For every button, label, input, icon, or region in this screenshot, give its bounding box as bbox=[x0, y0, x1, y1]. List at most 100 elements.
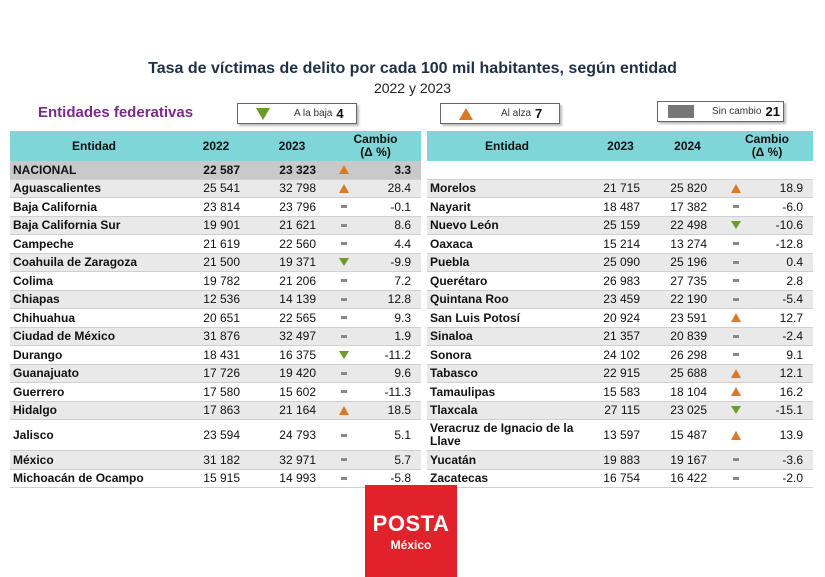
table-row: Sinaloa 21 357 20 839 -2.4 bbox=[427, 327, 814, 346]
header-change: Cambio (Δ %) bbox=[721, 131, 814, 161]
trend-cell bbox=[721, 327, 751, 346]
entity-cell: Durango bbox=[10, 345, 178, 365]
trend-cell bbox=[330, 197, 358, 217]
down-triangle-icon bbox=[339, 350, 349, 359]
change-cell: 1.9 bbox=[358, 327, 422, 346]
trend-cell bbox=[330, 290, 358, 309]
year-2-cell: 19 167 bbox=[654, 450, 721, 470]
entity-cell: Morelos bbox=[427, 179, 587, 198]
year-1-cell: 20 924 bbox=[587, 308, 654, 328]
table-row: México 31 182 32 971 5.7 bbox=[10, 450, 422, 470]
down-triangle-icon bbox=[339, 258, 349, 267]
legend-down-count: 4 bbox=[336, 106, 344, 121]
no-change-bar-icon bbox=[668, 105, 694, 118]
table-row: Coahuila de Zaragoza 21 500 19 371 -9.9 bbox=[10, 253, 422, 272]
change-cell: -3.6 bbox=[751, 450, 814, 470]
no-change-dash-icon bbox=[341, 297, 347, 301]
entity-cell: Ciudad de México bbox=[10, 327, 178, 346]
year-1-cell: 17 580 bbox=[178, 382, 254, 402]
change-cell: 5.7 bbox=[358, 450, 422, 470]
table-row: Chiapas 12 536 14 139 12.8 bbox=[10, 290, 422, 309]
entity-cell: Sonora bbox=[427, 345, 587, 365]
year-2-cell: 24 793 bbox=[254, 419, 330, 451]
change-cell: -0.1 bbox=[358, 197, 422, 217]
left-table: Entidad 2022 2023 Cambio (Δ %) NACIONAL 2… bbox=[10, 131, 422, 488]
chart-subtitle: 2022 y 2023 bbox=[373, 80, 452, 96]
table-row: Campeche 21 619 22 560 4.4 bbox=[10, 234, 422, 254]
header-year-2: 2024 bbox=[654, 131, 721, 161]
change-cell: -11.2 bbox=[358, 345, 422, 365]
table-row: San Luis Potosí 20 924 23 591 12.7 bbox=[427, 308, 814, 328]
year-2-cell: 16 422 bbox=[654, 469, 721, 488]
change-cell: 18.9 bbox=[751, 179, 814, 198]
legend-up: Al alza 7 bbox=[440, 103, 560, 124]
no-change-dash-icon bbox=[341, 279, 347, 283]
trend-cell bbox=[721, 308, 751, 328]
year-1-cell: 25 090 bbox=[587, 253, 654, 272]
table-row: Jalisco 23 594 24 793 5.1 bbox=[10, 419, 422, 451]
up-triangle-icon bbox=[731, 183, 741, 193]
year-1-cell: 26 983 bbox=[587, 271, 654, 291]
year-1-cell: 25 541 bbox=[178, 179, 254, 198]
trend-cell bbox=[721, 345, 751, 365]
entity-cell: Tamaulipas bbox=[427, 382, 587, 402]
entity-cell: NACIONAL bbox=[10, 161, 178, 180]
no-change-dash-icon bbox=[733, 260, 739, 264]
year-1-cell: 17 863 bbox=[178, 401, 254, 420]
entity-cell: Tabasco bbox=[427, 364, 587, 383]
year-1-cell: 31 182 bbox=[178, 450, 254, 470]
year-2-cell: 19 371 bbox=[254, 253, 330, 272]
entity-cell: Querétaro bbox=[427, 271, 587, 291]
table-row: Tlaxcala 27 115 23 025 -15.1 bbox=[427, 401, 814, 420]
legend-down-label: A la baja bbox=[294, 108, 333, 119]
blank-cell bbox=[587, 161, 654, 180]
trend-cell bbox=[330, 401, 358, 420]
change-cell: 0.4 bbox=[751, 253, 814, 272]
up-triangle-icon bbox=[731, 313, 741, 323]
down-triangle-icon bbox=[731, 406, 741, 415]
year-2-cell: 21 621 bbox=[254, 216, 330, 235]
year-2-cell: 25 196 bbox=[654, 253, 721, 272]
year-1-cell: 17 726 bbox=[178, 364, 254, 383]
change-cell: 2.8 bbox=[751, 271, 814, 291]
year-1-cell: 13 597 bbox=[587, 419, 654, 451]
year-2-cell: 27 735 bbox=[654, 271, 721, 291]
change-cell: 3.3 bbox=[358, 161, 422, 180]
header-year-2: 2023 bbox=[254, 131, 330, 161]
entity-cell: Guerrero bbox=[10, 382, 178, 402]
header-change-line1: Cambio bbox=[353, 132, 398, 146]
year-1-cell: 22 915 bbox=[587, 364, 654, 383]
year-2-cell: 25 820 bbox=[654, 179, 721, 198]
trend-cell bbox=[721, 290, 751, 309]
no-change-dash-icon bbox=[341, 458, 347, 462]
year-2-cell: 18 104 bbox=[654, 382, 721, 402]
change-cell: 5.1 bbox=[358, 419, 422, 451]
blank-cell bbox=[427, 161, 587, 180]
entities-label: Entidades federativas bbox=[38, 104, 194, 121]
table-row: Nayarit 18 487 17 382 -6.0 bbox=[427, 197, 814, 217]
legend-up-label: Al alza bbox=[501, 108, 532, 119]
year-2-cell: 23 025 bbox=[654, 401, 721, 420]
year-2-cell: 32 798 bbox=[254, 179, 330, 198]
year-2-cell: 15 487 bbox=[654, 419, 721, 451]
change-cell: 9.6 bbox=[358, 364, 422, 383]
trend-cell bbox=[330, 382, 358, 402]
entity-cell: Coahuila de Zaragoza bbox=[10, 253, 178, 272]
year-2-cell: 23 591 bbox=[654, 308, 721, 328]
header-entity: Entidad bbox=[10, 131, 178, 161]
no-change-dash-icon bbox=[341, 242, 347, 246]
trend-cell bbox=[330, 450, 358, 470]
year-2-cell: 26 298 bbox=[654, 345, 721, 365]
entity-cell: Michoacán de Ocampo bbox=[10, 469, 178, 488]
trend-cell bbox=[721, 364, 751, 383]
entity-cell: San Luis Potosí bbox=[427, 308, 587, 328]
entity-cell: Chihuahua bbox=[10, 308, 178, 328]
change-cell: 12.7 bbox=[751, 308, 814, 328]
entity-cell: Aguascalientes bbox=[10, 179, 178, 198]
year-2-cell: 22 190 bbox=[654, 290, 721, 309]
header-change-line1: Cambio bbox=[745, 132, 790, 146]
right-header-row: Entidad 2023 2024 Cambio (Δ %) bbox=[427, 131, 814, 161]
no-change-dash-icon bbox=[341, 476, 347, 480]
trend-cell bbox=[721, 253, 751, 272]
logo-line-2: México bbox=[390, 537, 432, 552]
